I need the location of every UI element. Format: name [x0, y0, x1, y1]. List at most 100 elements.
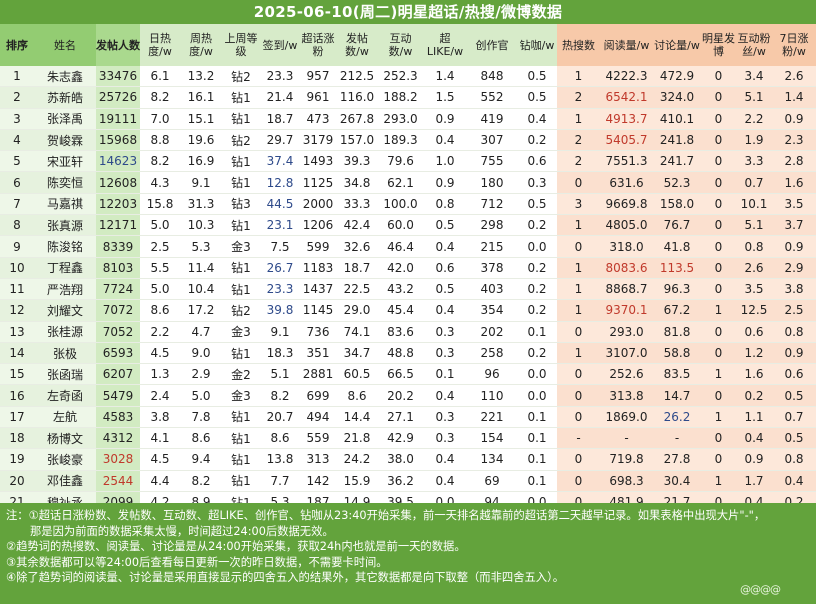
- cell-last-level: 钻3: [222, 193, 260, 216]
- cell-day-heat: 6.1: [140, 66, 180, 88]
- cell-weibo: 0: [701, 108, 736, 130]
- cell-hot-count: 1: [557, 278, 600, 301]
- cell-reads: -: [600, 427, 653, 450]
- cell-week-heat: 16.1: [180, 86, 222, 109]
- cell-interact: 66.5: [378, 363, 423, 386]
- cell-posters: 33476: [96, 66, 140, 88]
- cell-discuss: 67.2: [653, 299, 701, 322]
- cell-day-heat: 5.0: [140, 214, 180, 237]
- cell-week-heat: 10.3: [180, 214, 222, 237]
- cell-week-heat: 8.2: [180, 470, 222, 492]
- cell-interact: 38.0: [378, 448, 423, 471]
- cell-week-heat: 9.0: [180, 342, 222, 365]
- cell-seven-day: 0.8: [772, 448, 816, 471]
- cell-weibo: 0: [701, 448, 736, 471]
- watermark-logo: @@@@: [740, 583, 781, 596]
- cell-reads: 8083.6: [600, 257, 653, 279]
- cell-rank: 13: [0, 321, 34, 343]
- cell-diamond: 0.4: [517, 108, 557, 130]
- cell-seven-day: 2.5: [772, 299, 816, 322]
- cell-posts: 18.7: [336, 257, 378, 279]
- cell-chaohua-fans: 1437: [300, 278, 336, 301]
- cell-interact: 60.0: [378, 214, 423, 237]
- col-header-seven-day: 7日涨粉/w: [772, 24, 816, 66]
- cell-creator: 154: [467, 427, 517, 450]
- cell-name: 陈奕恒: [34, 171, 96, 194]
- cell-discuss: 158.0: [653, 193, 701, 216]
- cell-inter-fans: 5.1: [736, 214, 772, 237]
- cell-diamond: 0.5: [517, 193, 557, 216]
- cell-inter-fans: 0.2: [736, 384, 772, 407]
- cell-checkin: 23.3: [260, 278, 300, 301]
- cell-creator: 403: [467, 278, 517, 301]
- cell-day-heat: 4.4: [140, 470, 180, 492]
- cell-inter-fans: 3.5: [736, 278, 772, 301]
- cell-day-heat: 8.8: [140, 129, 180, 152]
- cell-discuss: 14.7: [653, 384, 701, 407]
- cell-inter-fans: 3.3: [736, 150, 772, 173]
- table-row: 3 张泽禹 19111 7.0 15.1 钻1 18.7 473 267.8 293.0 0.9 41…: [0, 108, 816, 130]
- cell-last-level: 钻1: [222, 171, 260, 194]
- cell-seven-day: 1.4: [772, 86, 816, 109]
- cell-weibo: 0: [701, 257, 736, 279]
- cell-week-heat: 10.4: [180, 278, 222, 301]
- cell-diamond: 0.2: [517, 299, 557, 322]
- cell-seven-day: 2.3: [772, 129, 816, 152]
- cell-checkin: 21.4: [260, 86, 300, 109]
- col-header-checkin: 签到/w: [260, 24, 300, 66]
- cell-posters: 14623: [96, 150, 140, 173]
- cell-reads: 5405.7: [600, 129, 653, 152]
- cell-checkin: 7.7: [260, 470, 300, 492]
- cell-like: 0.3: [423, 427, 467, 450]
- cell-name: 严浩翔: [34, 278, 96, 301]
- cell-reads: 7551.3: [600, 150, 653, 173]
- cell-chaohua-fans: 559: [300, 427, 336, 450]
- cell-chaohua-fans: 699: [300, 384, 336, 407]
- cell-checkin: 23.1: [260, 214, 300, 237]
- cell-name: 朱志鑫: [34, 66, 96, 88]
- cell-last-level: 钻1: [222, 150, 260, 173]
- cell-like: 0.5: [423, 214, 467, 237]
- cell-checkin: 29.7: [260, 129, 300, 152]
- cell-weibo: 0: [701, 171, 736, 194]
- cell-chaohua-fans: 1493: [300, 150, 336, 173]
- cell-day-heat: 1.3: [140, 363, 180, 386]
- table-row: 9 陈浚铭 8339 2.5 5.3 金3 7.5 599 32.6 46.4 0.4 215 0.0 0…: [0, 235, 816, 258]
- cell-diamond: 0.0: [517, 363, 557, 386]
- cell-creator: 419: [467, 108, 517, 130]
- cell-chaohua-fans: 1145: [300, 299, 336, 322]
- cell-hot-count: 0: [557, 321, 600, 343]
- cell-hot-count: 2: [557, 150, 600, 173]
- cell-posters: 12203: [96, 193, 140, 216]
- cell-discuss: 81.8: [653, 321, 701, 343]
- col-header-weibo: 明星发博: [701, 24, 736, 66]
- cell-discuss: 241.7: [653, 150, 701, 173]
- cell-reads: 293.0: [600, 321, 653, 343]
- cell-inter-fans: 1.6: [736, 363, 772, 386]
- cell-week-heat: 5.3: [180, 235, 222, 258]
- cell-day-heat: 7.0: [140, 108, 180, 130]
- footnotes: 注：①超话日涨粉数、发帖数、互动数、超LIKE、创作官、钻咖从23:40开始采集…: [0, 503, 816, 604]
- cell-seven-day: 0.4: [772, 470, 816, 492]
- cell-creator: 298: [467, 214, 517, 237]
- cell-checkin: 13.8: [260, 448, 300, 471]
- cell-posts: 60.5: [336, 363, 378, 386]
- cell-seven-day: 2.9: [772, 257, 816, 279]
- cell-interact: 293.0: [378, 108, 423, 130]
- cell-discuss: 472.9: [653, 66, 701, 88]
- cell-diamond: 0.1: [517, 406, 557, 429]
- cell-hot-count: 0: [557, 406, 600, 429]
- cell-seven-day: 0.5: [772, 384, 816, 407]
- cell-last-level: 金2: [222, 363, 260, 386]
- cell-week-heat: 11.4: [180, 257, 222, 279]
- cell-last-level: 钻2: [222, 66, 260, 88]
- cell-day-heat: 4.3: [140, 171, 180, 194]
- cell-diamond: 0.5: [517, 66, 557, 88]
- cell-inter-fans: 10.1: [736, 193, 772, 216]
- cell-rank: 20: [0, 470, 34, 492]
- cell-like: 0.1: [423, 363, 467, 386]
- cell-interact: 48.8: [378, 342, 423, 365]
- cell-diamond: 0.0: [517, 384, 557, 407]
- cell-name: 苏新皓: [34, 86, 96, 109]
- cell-posters: 6207: [96, 363, 140, 386]
